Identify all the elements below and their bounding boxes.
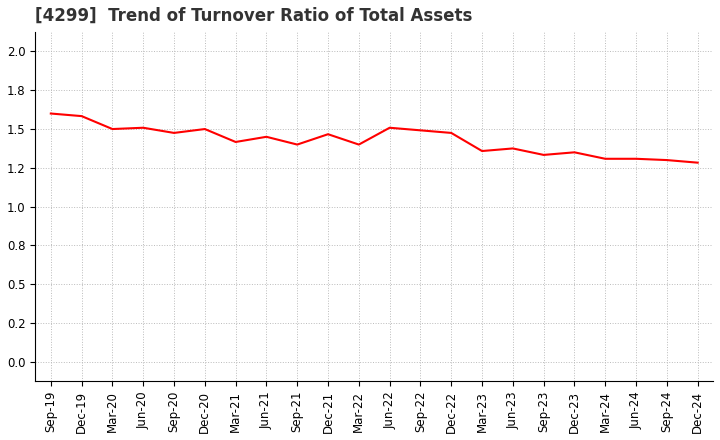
Text: [4299]  Trend of Turnover Ratio of Total Assets: [4299] Trend of Turnover Ratio of Total …	[35, 7, 473, 25]
